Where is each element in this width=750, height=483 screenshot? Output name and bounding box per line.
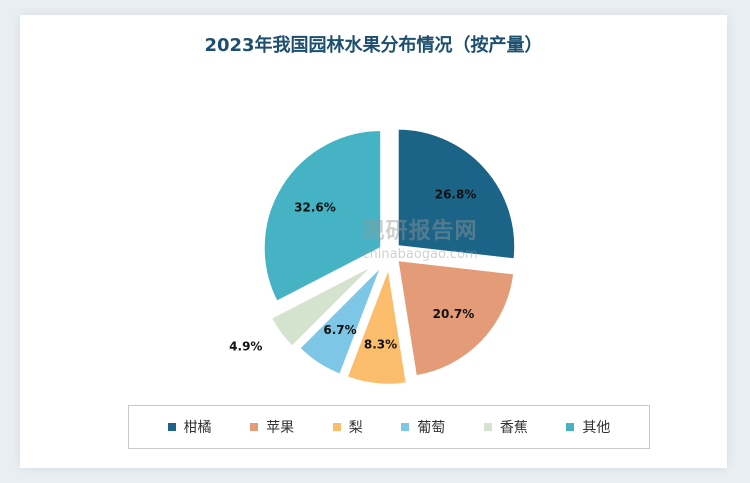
chart-card: 2023年我国园林水果分布情况（按产量） 26.8% 20.7% 8.3% 6.7% 4… [20, 15, 727, 468]
legend-swatch [483, 423, 492, 431]
legend-label: 其他 [582, 420, 611, 436]
data-label-4: 6.7% [323, 323, 356, 337]
pie-slice-4 [297, 263, 384, 377]
legend-item-3: 梨 [332, 417, 363, 437]
chart-title: 2023年我国园林水果分布情况（按产量） [204, 35, 543, 56]
legend-label: 苹果 [266, 420, 295, 436]
data-label-3: 8.3% [364, 337, 397, 351]
pie-chart: 26.8% 20.7% 8.3% 6.7% 4.9% 32.6% [229, 127, 517, 387]
legend-swatch [401, 423, 410, 431]
legend-item-1: 柑橘 [167, 417, 212, 437]
legend-label: 柑橘 [183, 420, 212, 436]
legend-swatch [250, 423, 259, 431]
legend-swatch [566, 423, 575, 431]
legend-swatch [167, 423, 176, 431]
legend-item-5: 香蕉 [483, 417, 528, 437]
legend-swatch [332, 423, 341, 431]
data-label-5: 4.9% [229, 339, 262, 353]
pie-slice-2 [395, 258, 516, 378]
legend-label: 香蕉 [499, 420, 528, 436]
legend-item-6: 其他 [566, 417, 610, 437]
data-label-2: 20.7% [433, 307, 475, 321]
legend: 柑橘 苹果 梨 葡萄 香蕉 其他 [128, 405, 650, 449]
data-label-6: 32.6% [294, 200, 336, 214]
pie-slice-1 [396, 127, 517, 262]
legend-label: 葡萄 [417, 420, 446, 436]
pie-slice-5 [268, 262, 377, 349]
legend-item-4: 葡萄 [401, 417, 445, 437]
pie-slice-3 [344, 262, 409, 387]
data-label-1: 26.8% [435, 187, 477, 201]
legend-label: 梨 [348, 420, 363, 436]
legend-item-2: 苹果 [250, 417, 294, 437]
pie-slice-6 [262, 128, 383, 304]
